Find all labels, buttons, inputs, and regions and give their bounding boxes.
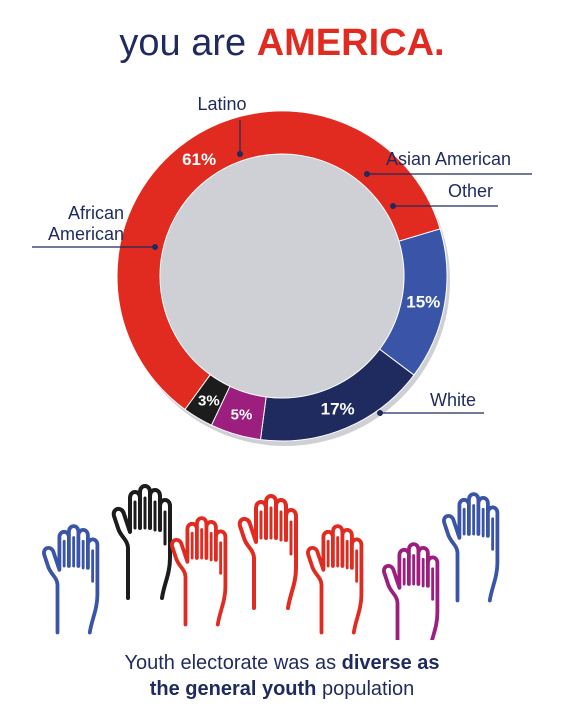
slice-category-label: African American [48,203,124,244]
slice-category-label: White [430,390,476,410]
page-title: you are AMERICA. [0,22,564,65]
caption: Youth electorate was as diverse as the g… [0,650,564,702]
callout-dot [377,410,383,416]
donut-slice-white [116,110,441,411]
slice-category-label: Latino [197,94,246,114]
donut-chart: 61% White 15% African American 17% Latino 5% Asi… [32,94,532,446]
caption-bold-2: the general youth [149,678,317,700]
callout-dot [152,244,158,250]
raised-hand-icon [382,542,440,640]
raised-hand-icon [111,484,172,600]
slice-value-label: 61% [182,150,216,169]
slice-category-label: Other [448,181,493,201]
callout-dot [390,203,396,209]
callout-dot [237,151,243,157]
raised-hand-icon [237,494,298,610]
raised-hand-icon [306,524,364,635]
donut-slice-other [184,374,231,426]
slice-value-label: 5% [231,407,253,424]
raised-hand-icon [442,492,500,603]
raised-hand-icon [42,524,100,635]
title-plain: you are [119,22,257,64]
title-accent: AMERICA. [256,22,445,64]
slice-value-label: 3% [198,392,220,409]
caption-bold-1: diverse as [341,652,440,674]
slice-value-label: 17% [321,399,355,418]
slice-category-label: Asian American [386,149,511,169]
callout-dot [364,171,370,177]
raised-hands-illustration [42,484,500,640]
slice-value-label: 15% [406,292,440,311]
raised-hand-icon [170,516,228,627]
caption-text-2: population [316,678,415,700]
caption-text-1: Youth electorate was as [124,652,342,674]
